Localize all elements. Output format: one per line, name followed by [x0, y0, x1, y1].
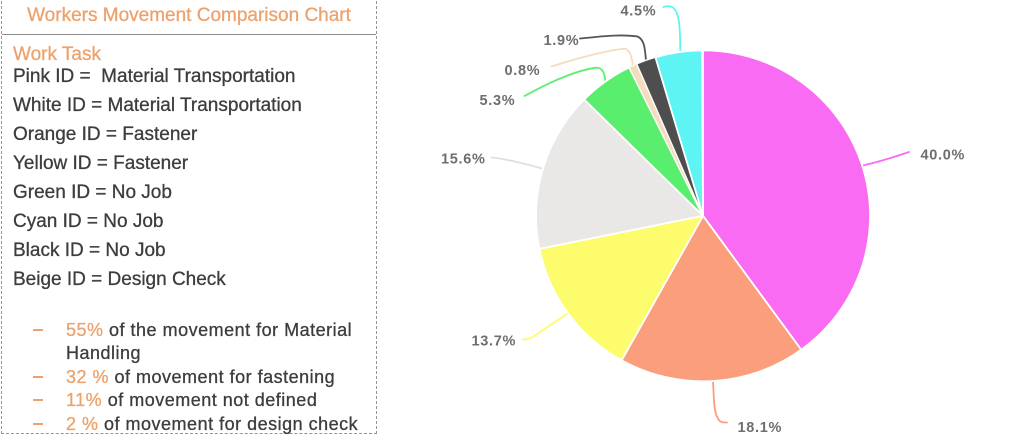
- svg-text:1.9%: 1.9%: [544, 33, 580, 49]
- svg-text:15.6%: 15.6%: [441, 152, 486, 168]
- svg-text:13.7%: 13.7%: [472, 334, 517, 350]
- svg-text:40.0%: 40.0%: [921, 148, 966, 164]
- svg-text:4.5%: 4.5%: [621, 3, 657, 19]
- svg-text:5.3%: 5.3%: [480, 93, 516, 109]
- svg-text:18.1%: 18.1%: [738, 420, 783, 435]
- svg-text:0.8%: 0.8%: [505, 63, 541, 79]
